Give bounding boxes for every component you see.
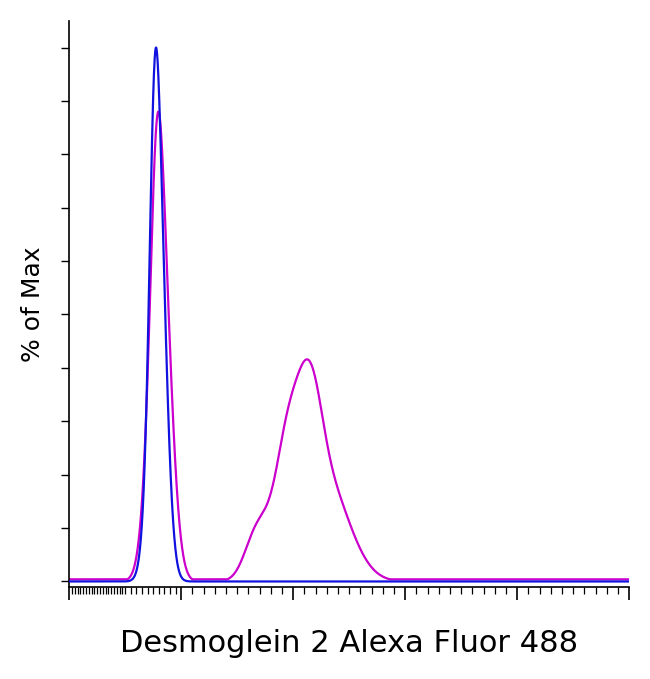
Y-axis label: % of Max: % of Max	[21, 246, 45, 362]
X-axis label: Desmoglein 2 Alexa Fluor 488: Desmoglein 2 Alexa Fluor 488	[120, 629, 578, 658]
